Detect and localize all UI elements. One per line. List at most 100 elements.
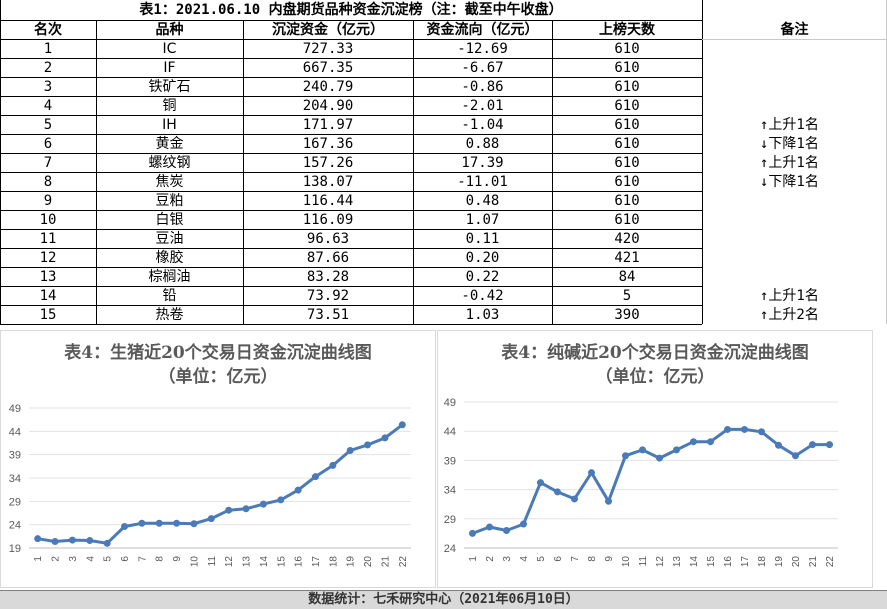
cell-rank: 2 [43, 59, 53, 76]
table-title: 表1：2021.06.10 内盘期货品种资金沉淀榜（注：截至中午收盘） [139, 2, 563, 18]
data-point [775, 441, 782, 449]
chart-soda: 表4：纯碱近20个交易日资金沉淀曲线图 （单位：亿元） 24 29 34 39 44 49… [437, 330, 873, 588]
cell-name: 棕榈油 [148, 268, 191, 285]
grid-line [0, 115, 702, 116]
y-tick-label: 24 [9, 520, 21, 532]
x-tick-label: 13 [672, 556, 683, 568]
cell-fund: 157.26 [302, 154, 354, 171]
x-tick-label: 7 [570, 556, 581, 562]
chart-soda-subtitle: （单位：亿元） [595, 367, 715, 387]
grid-line [702, 39, 887, 40]
cell-fund: 727.33 [302, 40, 354, 57]
data-point [121, 523, 128, 531]
cell-rank: 10 [39, 211, 57, 228]
chart-pig-title: 表4：生猪近20个交易日资金沉淀曲线图 [64, 343, 372, 363]
grid-line [0, 58, 702, 59]
data-point [312, 473, 319, 481]
cell-rank: 9 [43, 192, 53, 209]
header-name: 品种 [155, 21, 184, 38]
header-note: 备注 [780, 21, 809, 38]
grid-line [0, 305, 702, 306]
data-point [758, 428, 765, 436]
x-tick-label: 22 [825, 556, 836, 568]
y-tick-label: 49 [9, 403, 21, 415]
cell-name: 螺纹钢 [148, 154, 191, 171]
x-tick-label: 14 [259, 556, 270, 568]
cell-note: ↑上升2名 [760, 306, 819, 323]
cell-days: 610 [614, 154, 640, 171]
y-tick-label: 29 [444, 514, 456, 526]
data-source-footer: 数据统计：七禾研究中心（2021年06月10日） [0, 590, 887, 609]
x-tick-label: 8 [587, 556, 598, 562]
cell-note: ↑上升1名 [760, 116, 819, 133]
header-fund: 沉淀资金（亿元） [272, 21, 384, 38]
x-tick-label: 2 [51, 556, 62, 562]
x-tick-label: 1 [468, 556, 479, 562]
x-tick-label: 5 [536, 556, 547, 562]
y-tick-label: 24 [444, 543, 456, 555]
x-tick-label: 10 [621, 556, 632, 568]
x-tick-label: 9 [172, 556, 183, 562]
data-point [329, 461, 337, 469]
cell-rank: 15 [39, 306, 57, 323]
cell-note [702, 248, 887, 267]
data-point [277, 496, 285, 504]
cell-note [702, 210, 887, 229]
x-tick-label: 20 [791, 556, 802, 568]
cell-note [702, 229, 887, 248]
x-tick-label: 7 [137, 556, 148, 562]
cell-fund: 87.66 [306, 249, 350, 266]
data-point [173, 519, 181, 527]
x-tick-label: 2 [485, 556, 496, 562]
cell-days: 610 [614, 59, 640, 76]
cell-name: 铁矿石 [148, 78, 191, 95]
cell-name: IF [163, 59, 176, 76]
x-tick-label: 13 [242, 556, 253, 568]
chart-soda-title: 表4：纯碱近20个交易日资金沉淀曲线图 [501, 343, 809, 363]
y-tick-label: 49 [444, 397, 456, 409]
cell-rank: 1 [43, 40, 53, 57]
x-tick-label: 16 [294, 556, 305, 568]
grid-line [0, 96, 702, 97]
header-days: 上榜天数 [599, 21, 655, 38]
y-tick-label: 44 [9, 426, 21, 438]
cell-note: ↑上升1名 [760, 287, 819, 304]
data-point [741, 425, 748, 433]
cell-flow: -2.01 [461, 97, 504, 114]
data-point [190, 520, 198, 528]
cell-name: 焦炭 [155, 173, 184, 190]
cell-note: ↑上升1名 [760, 154, 819, 171]
cell-name: 黄金 [155, 135, 184, 152]
data-point [242, 505, 250, 513]
cell-name: IC [162, 40, 177, 57]
x-tick-label: 12 [224, 556, 235, 568]
grid-line [0, 0, 1, 324]
x-tick-label: 4 [85, 556, 96, 562]
y-tick-label: 34 [9, 473, 21, 485]
cell-days: 610 [614, 40, 640, 57]
cell-flow: -1.04 [461, 116, 504, 133]
data-point [364, 441, 372, 449]
data-point [707, 438, 714, 446]
x-tick-label: 4 [519, 556, 530, 562]
cell-rank: 3 [43, 78, 53, 95]
data-point [520, 520, 527, 528]
series-line [36, 423, 404, 545]
cell-fund: 167.36 [302, 135, 354, 152]
cell-fund: 171.97 [302, 116, 354, 133]
data-point [622, 452, 629, 460]
cell-days: 610 [614, 192, 640, 209]
cell-note [702, 39, 887, 58]
cell-flow: -12.69 [457, 40, 508, 57]
header-rank: 名次 [34, 21, 62, 38]
x-tick-label: 21 [808, 556, 819, 568]
cell-fund: 667.35 [302, 59, 354, 76]
grid-line [96, 20, 97, 324]
data-point [346, 446, 354, 454]
data-point [155, 519, 163, 527]
cell-note [702, 191, 887, 210]
x-tick-label: 15 [706, 556, 717, 568]
cell-note: ↓下降1名 [760, 173, 819, 190]
cell-fund: 96.63 [306, 230, 350, 247]
